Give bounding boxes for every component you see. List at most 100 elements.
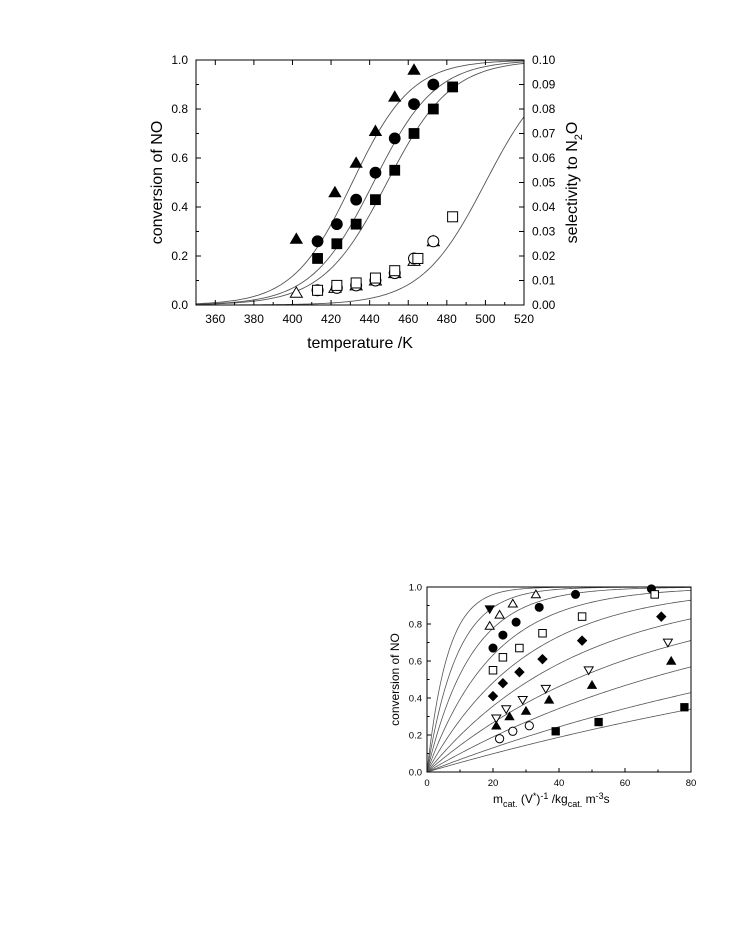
chart2-x-tick-label: 20 xyxy=(488,778,499,789)
chart2-y-tick-label: 0.2 xyxy=(409,731,422,742)
chart2-point xyxy=(484,605,495,615)
chart2-y-tick-label: 1.0 xyxy=(409,583,422,594)
chart2-point xyxy=(577,612,587,621)
chart2-point xyxy=(576,635,588,646)
chart2-fit-curve xyxy=(427,618,691,772)
chart1-x-tick-label: 480 xyxy=(437,312,457,326)
chart1-point xyxy=(312,284,324,296)
chart-conversion-vs-residence-time: 0 20 40 60 80 0.0 0.2 0.4 0.6 0.8 1.0 conversion of… xyxy=(388,583,696,810)
chart1-fit-curve xyxy=(196,60,524,305)
chart1-point xyxy=(427,78,440,91)
chart1-fit-curves xyxy=(196,60,524,305)
chart1-y2-tick-label: 0.10 xyxy=(532,53,556,67)
chart1-y-tick-label: 0.6 xyxy=(171,151,188,165)
chart1-y2-tick-label: 0.09 xyxy=(532,78,556,92)
chart1-x-tick-label: 380 xyxy=(244,312,264,326)
chart2-point xyxy=(680,703,689,712)
chart1-y2-tick-label: 0.03 xyxy=(532,225,556,239)
chart2-point xyxy=(517,695,529,706)
chart2-point xyxy=(662,638,674,648)
chart2-y-tick-label: 0.6 xyxy=(409,657,422,668)
chart2-point xyxy=(666,655,677,665)
chart1-x-tick-label: 400 xyxy=(282,312,302,326)
chart1-point xyxy=(349,156,363,168)
chart1-x-tick-label: 420 xyxy=(321,312,341,326)
chart1-point xyxy=(427,235,440,248)
chart1-point xyxy=(447,211,459,223)
chart2-point xyxy=(524,721,534,731)
chart1-point xyxy=(311,235,324,248)
chart2-point xyxy=(487,690,499,702)
chart2-point xyxy=(507,598,519,608)
chart2-series xyxy=(494,721,534,744)
chart2-fit-curve xyxy=(427,589,691,772)
chart1-point xyxy=(368,124,383,136)
chart2-fit-curve xyxy=(427,587,691,772)
chart2-point xyxy=(594,717,603,727)
chart2-point xyxy=(488,666,498,675)
chart2-x-axis-label-part: * xyxy=(533,791,537,801)
chart2-point xyxy=(490,714,502,724)
chart2-point xyxy=(543,694,555,704)
chart1-x-tick-label: 520 xyxy=(514,312,534,326)
chart2-fit-curve xyxy=(427,587,691,772)
chart2-x-tick-label: 80 xyxy=(686,778,697,789)
chart2-series xyxy=(484,589,542,630)
chart1-series xyxy=(311,78,440,248)
chart2-point xyxy=(534,602,544,612)
chart1-point xyxy=(389,164,401,176)
chart1-x-tick-label: 440 xyxy=(360,312,380,326)
chart2-point xyxy=(508,726,518,736)
chart2-fit-curve xyxy=(427,640,691,772)
chart2-series xyxy=(551,703,689,736)
chart1-y-tick-label: 0.2 xyxy=(171,249,188,263)
chart1-point xyxy=(330,218,343,231)
chart2-point xyxy=(540,684,552,695)
chart1-fit-curve xyxy=(196,61,524,305)
chart2-fit-curves xyxy=(427,587,691,772)
chart2-series xyxy=(488,584,656,653)
chart2-point xyxy=(586,679,598,689)
chart2-fit-curve xyxy=(427,692,691,772)
chart1-y-tick-label: 0.0 xyxy=(171,298,188,312)
chart2-point xyxy=(504,711,515,721)
chart1-point xyxy=(388,90,402,102)
chart2-fit-curve xyxy=(427,666,691,772)
chart1-point xyxy=(328,185,342,198)
chart1-y2-axis-label-part: O xyxy=(564,122,581,134)
chart2-x-axis-label-part: -1 xyxy=(540,791,548,801)
chart1-point xyxy=(388,132,401,145)
chart1-point xyxy=(427,103,439,115)
chart2-y-axis-label: conversion of NO xyxy=(388,633,402,726)
chart1-point xyxy=(369,272,381,284)
chart1-point xyxy=(350,277,362,289)
chart1-point xyxy=(350,218,362,230)
chart2-x-axis-label-part: cat. xyxy=(503,799,518,809)
chart2-x-axis-label-part: m xyxy=(582,792,595,806)
chart2-x-axis-label-part: cat. xyxy=(568,799,583,809)
chart1-point xyxy=(350,193,363,206)
chart1-group: 360 380 400 420 440 460 480 500 520 0.0 0.2 0.4 0.6 0… xyxy=(149,53,585,352)
chart2-point xyxy=(656,611,667,622)
chart1-x-axis-label: temperature /K xyxy=(307,335,413,352)
chart1-point xyxy=(370,194,381,206)
chart1-x-tick-label: 460 xyxy=(398,312,418,326)
chart2-point xyxy=(538,629,547,638)
chart1-point xyxy=(289,232,304,244)
chart2-point xyxy=(484,620,496,630)
chart1-point xyxy=(408,98,420,110)
chart1-y2-axis-label-part: 2 xyxy=(573,134,585,140)
chart1-series xyxy=(312,81,459,264)
chart2-point xyxy=(488,643,498,653)
chart2-point xyxy=(498,653,508,662)
chart1-point xyxy=(331,279,343,291)
chart2-x-axis-label: mcat. (V*)-1 /kgcat. m-3s xyxy=(493,791,610,809)
chart1-series xyxy=(289,63,421,244)
chart2-point xyxy=(500,705,512,715)
chart1-y2-tick-label: 0.00 xyxy=(532,298,556,312)
chart2-point xyxy=(515,643,524,653)
chart1-plot-frame xyxy=(195,59,525,306)
chart1-y2-tick-label: 0.05 xyxy=(532,176,556,190)
chart1-y2-tick-label: 0.02 xyxy=(532,249,556,263)
